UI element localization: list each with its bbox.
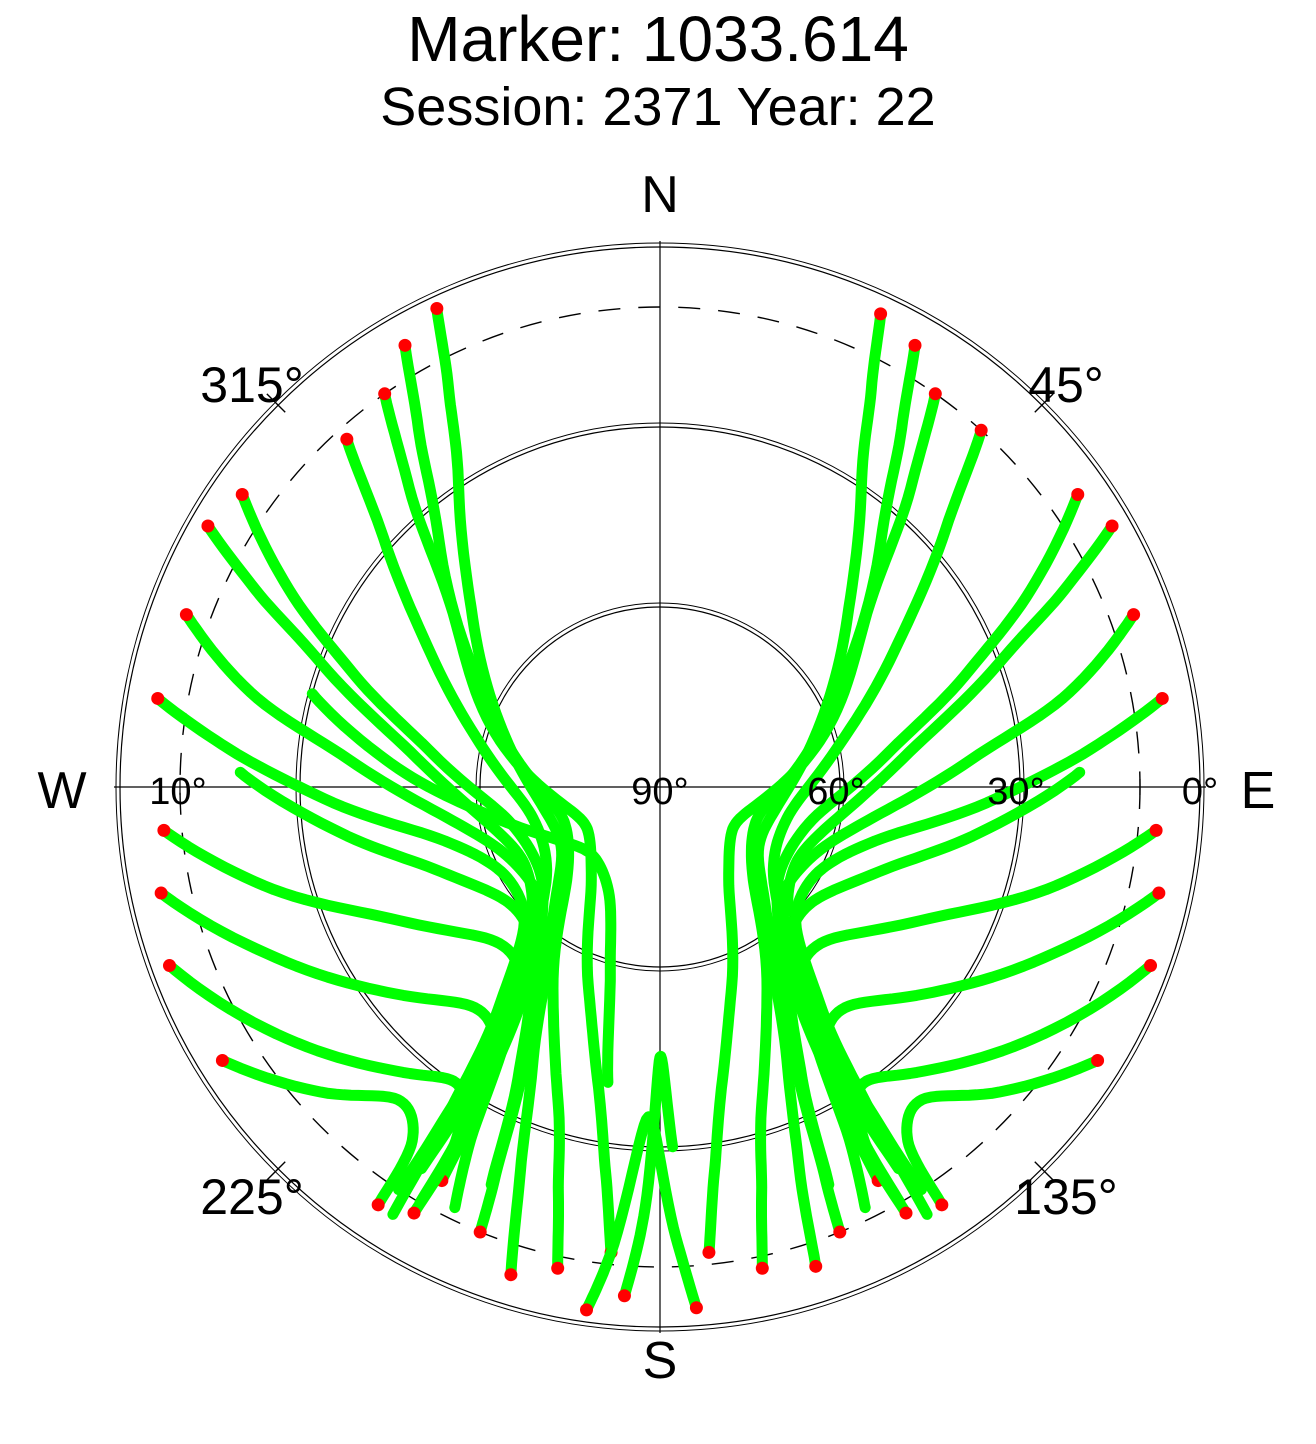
flag-start-26	[1144, 959, 1158, 973]
flag-end-13	[407, 1206, 421, 1220]
flag-start-22	[1155, 691, 1169, 705]
elevation-label-10-west: 10°	[149, 771, 206, 813]
track-13	[164, 960, 469, 1219]
track-5	[236, 489, 549, 1238]
flag-start-17	[874, 307, 888, 321]
flag-start-27	[1091, 1053, 1105, 1067]
flag-start-6	[201, 519, 215, 533]
flag-end-26	[899, 1206, 913, 1220]
elevation-label-0: 0°	[1182, 771, 1218, 813]
elevation-label-30: 30°	[987, 771, 1044, 813]
track-21	[775, 609, 1140, 1187]
azimuth-tick-135	[1034, 1161, 1054, 1181]
elevation-label-90: 90°	[631, 771, 688, 813]
flag-start-4	[340, 432, 354, 446]
flag-end-19	[833, 1225, 847, 1239]
track-14	[216, 1054, 419, 1211]
track-3	[431, 303, 568, 1281]
flag-start-8	[151, 691, 165, 705]
track-11	[158, 824, 525, 1175]
flag-start-5	[235, 487, 249, 501]
azimuth-label-225: 225°	[200, 1169, 303, 1225]
flag-start-19	[1071, 487, 1085, 501]
azimuth-label-315: 315°	[200, 357, 303, 413]
track-2	[399, 339, 575, 1274]
flag-start-15	[928, 387, 942, 401]
flag-end-27	[935, 1198, 949, 1212]
flag-start-2	[398, 338, 412, 352]
flag-start-25	[1152, 886, 1166, 900]
flag-start-18	[974, 423, 988, 437]
track-10	[234, 766, 535, 1196]
track-16	[745, 339, 921, 1274]
track-26	[851, 960, 1156, 1219]
flag-end-3	[504, 1268, 518, 1282]
flag-start-14	[215, 1053, 229, 1067]
flag-start-1	[378, 387, 392, 401]
flag-start-21	[1127, 608, 1141, 622]
track-19	[771, 489, 1084, 1238]
north-label: N	[641, 166, 679, 224]
flag-start-11	[157, 823, 171, 837]
flag-end-28	[617, 1289, 631, 1303]
track-17	[752, 308, 887, 1272]
flag-end-17	[809, 1259, 823, 1273]
flag-start-12	[154, 886, 168, 900]
west-label: W	[37, 762, 86, 820]
east-label: E	[1241, 762, 1276, 820]
elevation-label-60: 60°	[807, 771, 864, 813]
flag-end-16	[755, 1261, 769, 1275]
track-7	[180, 609, 545, 1187]
south-label: S	[643, 1332, 678, 1390]
satellite-tracks	[151, 301, 1169, 1317]
azimuth-tick-315	[266, 393, 286, 413]
chart-subtitle: Session: 2371 Year: 22	[380, 77, 936, 137]
track-15	[703, 388, 941, 1258]
flag-end-29	[580, 1303, 594, 1317]
flag-end-5	[473, 1225, 487, 1239]
flag-start-13	[162, 959, 176, 973]
track-24	[795, 824, 1162, 1175]
flag-end-15	[702, 1245, 716, 1259]
track-27	[901, 1054, 1104, 1211]
track-29	[581, 1111, 702, 1316]
flag-start-3	[430, 301, 444, 315]
flag-start-29	[689, 1301, 703, 1315]
azimuth-label-135: 135°	[1014, 1169, 1117, 1225]
chart-title: Marker: 1033.614	[407, 3, 909, 75]
flag-end-2	[551, 1261, 565, 1275]
azimuth-tick-225	[266, 1161, 286, 1181]
track-23	[785, 766, 1086, 1196]
flag-start-16	[908, 338, 922, 352]
flag-start-24	[1149, 823, 1163, 837]
flag-end-14	[371, 1198, 385, 1212]
track-9	[306, 688, 617, 1088]
flag-start-7	[179, 608, 193, 622]
flag-start-20	[1105, 519, 1119, 533]
azimuth-tick-45	[1034, 393, 1054, 413]
azimuth-label-45: 45°	[1028, 357, 1104, 413]
axis-labels: N S W E 45° 135° 225° 315° 90° 60° 30° 0…	[37, 166, 1275, 1390]
